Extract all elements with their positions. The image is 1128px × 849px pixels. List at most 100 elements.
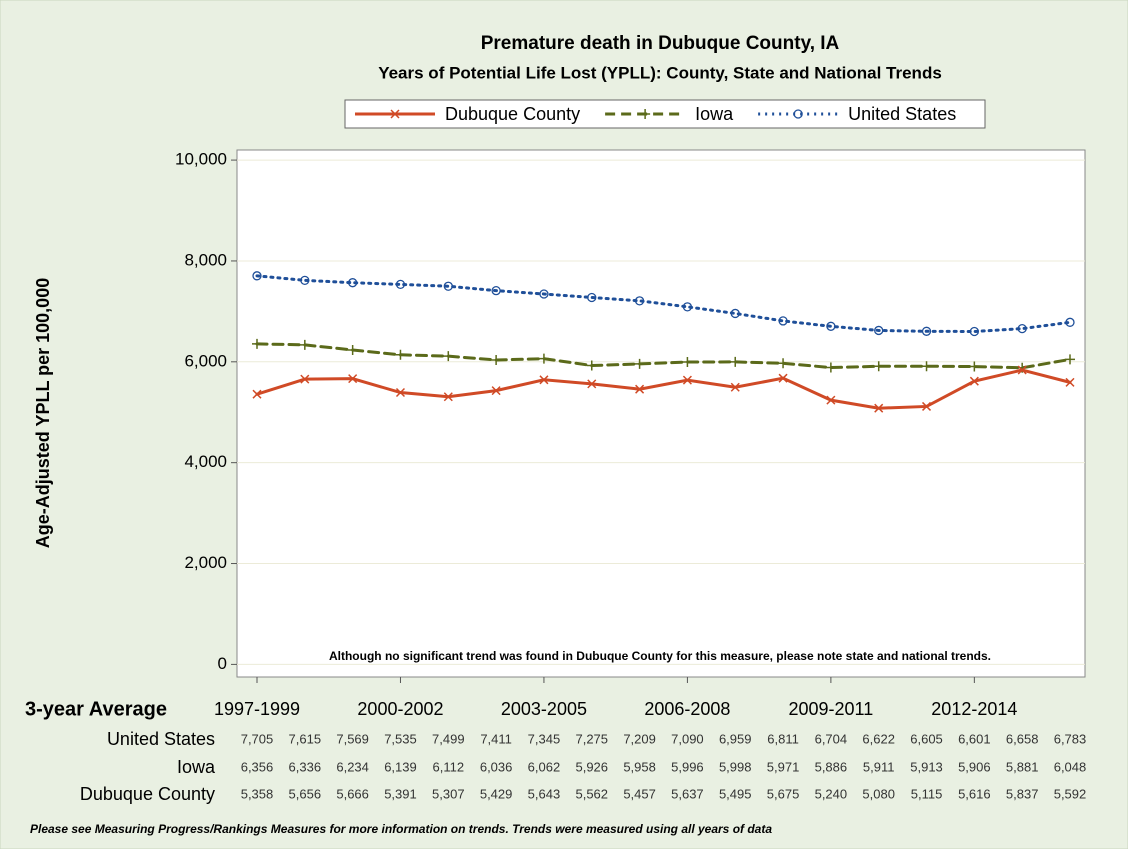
point-marker [1017, 323, 1027, 334]
point-marker [778, 358, 789, 369]
point-marker [348, 374, 358, 384]
table-value: 6,605 [910, 731, 943, 746]
point-marker [300, 374, 310, 384]
point-marker [969, 376, 979, 386]
table-value: 6,356 [241, 759, 274, 774]
table-value: 5,457 [623, 786, 656, 801]
table-value: 5,307 [432, 786, 465, 801]
table-value: 6,036 [480, 759, 513, 774]
table-value: 6,622 [862, 731, 895, 746]
table-value: 5,675 [767, 786, 800, 801]
point-marker [874, 325, 884, 336]
table-value: 6,959 [719, 731, 752, 746]
point-marker [682, 357, 693, 368]
point-marker [491, 286, 501, 296]
point-marker [682, 302, 693, 312]
point-marker [921, 361, 932, 372]
table-value: 5,391 [384, 786, 417, 801]
x-tick-label: 2000-2002 [357, 699, 443, 719]
legend-label: Iowa [695, 104, 734, 124]
y-tick-label: 0 [218, 654, 227, 673]
table-value: 7,705 [241, 731, 274, 746]
table-value: 7,535 [384, 731, 417, 746]
point-marker [730, 308, 740, 319]
point-marker [826, 321, 836, 331]
table-value: 6,704 [815, 731, 848, 746]
point-marker [921, 401, 932, 411]
table-value: 5,913 [910, 759, 943, 774]
x-tick-label: 2006-2008 [644, 699, 730, 719]
point-marker [874, 403, 884, 413]
table-value: 6,062 [528, 759, 561, 774]
point-marker [586, 360, 597, 371]
y-tick-label: 6,000 [184, 351, 227, 370]
x-tick-label: 2003-2005 [501, 699, 587, 719]
point-marker [825, 362, 836, 373]
table-value: 7,209 [623, 731, 656, 746]
table-value: 5,958 [623, 759, 656, 774]
x-tick-label: 1997-1999 [214, 699, 300, 719]
table-value: 5,592 [1054, 786, 1087, 801]
table-value: 6,139 [384, 759, 417, 774]
point-marker [826, 395, 836, 405]
table-value: 5,837 [1006, 786, 1039, 801]
table-value: 6,658 [1006, 731, 1039, 746]
table-value: 7,411 [480, 731, 512, 746]
point-marker [538, 353, 549, 364]
table-value: 5,080 [862, 786, 895, 801]
table-value: 5,115 [911, 786, 943, 801]
point-marker [299, 339, 310, 350]
table-value: 7,090 [671, 731, 704, 746]
point-marker [395, 387, 406, 398]
point-marker [778, 316, 788, 326]
point-marker [969, 361, 980, 372]
point-marker [1065, 317, 1075, 327]
table-value: 6,783 [1054, 731, 1087, 746]
point-marker [1017, 365, 1027, 375]
point-marker [730, 356, 741, 367]
x-tick-label: 2012-2014 [931, 699, 1017, 719]
point-marker [347, 345, 358, 356]
table-value: 5,666 [336, 786, 369, 801]
y-tick-label: 2,000 [184, 553, 227, 572]
table-value: 5,906 [958, 759, 991, 774]
point-marker [587, 292, 597, 303]
table-value: 5,996 [671, 759, 704, 774]
table-value: 7,345 [528, 731, 561, 746]
table-value: 6,601 [958, 731, 991, 746]
point-marker [252, 271, 262, 281]
y-tick-label: 8,000 [184, 250, 227, 269]
table-value: 5,495 [719, 786, 752, 801]
point-marker [587, 379, 597, 389]
point-marker [921, 326, 932, 336]
table-value: 7,615 [289, 731, 322, 746]
point-marker [539, 375, 549, 385]
point-marker [300, 275, 310, 286]
table-value: 6,811 [767, 731, 799, 746]
table-value: 6,112 [433, 759, 465, 774]
series-line [255, 274, 1072, 334]
table-row-label: Iowa [177, 757, 216, 777]
table-value: 5,886 [815, 759, 848, 774]
x-axis-label: 3-year Average [25, 698, 167, 720]
table-value: 7,569 [336, 731, 369, 746]
series-line [255, 342, 1072, 370]
table-value: 5,240 [815, 786, 848, 801]
point-marker [390, 109, 400, 119]
table-value: 6,336 [289, 759, 322, 774]
y-axis-label: Age-Adjusted YPLL per 100,000 [33, 278, 53, 548]
point-marker [635, 384, 645, 394]
chart-title: Premature death in Dubuque County, IA [481, 33, 840, 54]
legend-label: United States [848, 104, 956, 124]
table-row-label: United States [107, 729, 215, 749]
point-marker [634, 358, 645, 369]
point-marker [491, 354, 502, 365]
point-marker [443, 281, 453, 291]
table-value: 5,926 [575, 759, 608, 774]
point-marker [491, 386, 501, 396]
point-marker [682, 375, 692, 385]
point-marker [252, 338, 262, 349]
table-value: 5,911 [863, 759, 895, 774]
footnote: Please see Measuring Progress/Rankings M… [30, 822, 772, 836]
